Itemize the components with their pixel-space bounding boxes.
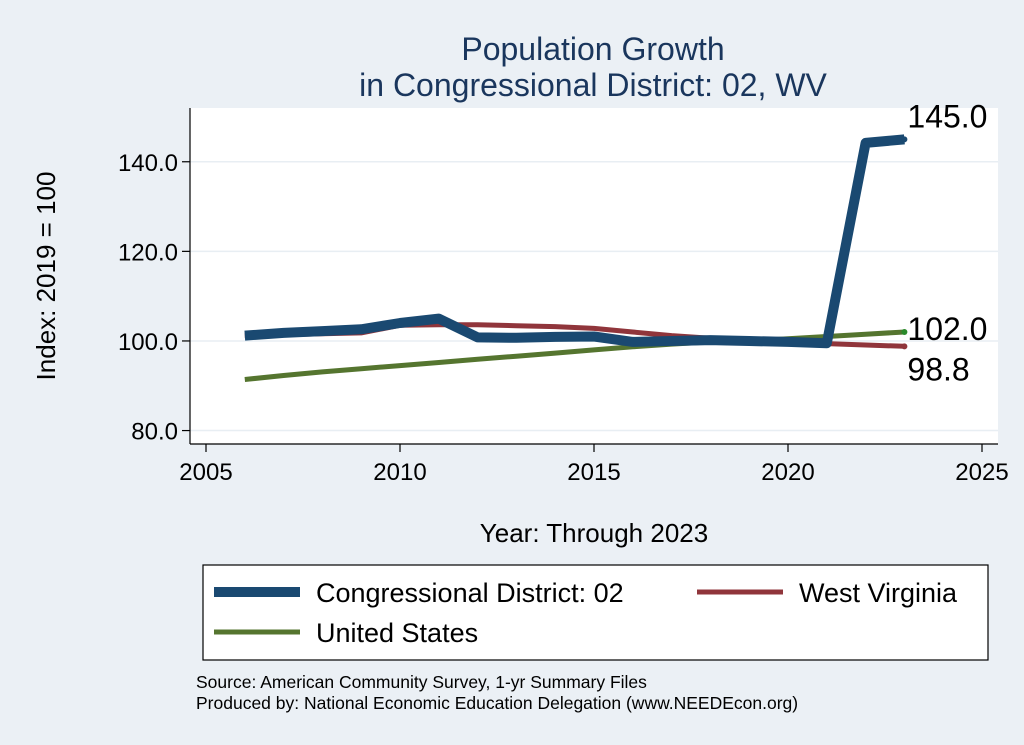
legend-label-district: Congressional District: 02 <box>316 578 624 608</box>
legend-box <box>202 564 989 661</box>
x-tick-label: 2020 <box>761 459 814 486</box>
end-label-west-virginia: 98.8 <box>907 351 969 387</box>
x-tick-label: 2025 <box>955 459 1008 486</box>
end-point-united-states <box>901 329 908 335</box>
y-tick-label: 100.0 <box>118 329 178 356</box>
x-ticks: 2005 2010 2015 2020 2025 <box>179 444 1009 486</box>
plot-area <box>190 108 998 444</box>
series-lines <box>244 134 905 382</box>
end-point-district <box>901 136 908 143</box>
x-tick-label: 2010 <box>373 459 426 486</box>
source-line-2: Produced by: National Economic Education… <box>196 693 798 713</box>
x-tick-label: 2015 <box>567 459 620 486</box>
end-label-united-states: 102.0 <box>907 311 987 347</box>
x-axis-title: Year: Through 2023 <box>480 518 708 548</box>
end-point-west-virginia <box>901 343 908 350</box>
legend-label-united-states: United States <box>316 618 478 648</box>
chart-title-line-2: in Congressional District: 02, WV <box>359 67 827 103</box>
y-tick-label: 120.0 <box>118 239 178 266</box>
y-tick-label: 140.0 <box>118 150 178 177</box>
y-ticks: 80.0 100.0 120.0 140.0 <box>118 150 190 446</box>
x-tick-label: 2005 <box>179 459 232 486</box>
end-label-district: 145.0 <box>907 98 987 134</box>
y-tick-label: 80.0 <box>131 419 178 446</box>
series-line-district <box>244 134 905 349</box>
source-line-1: Source: American Community Survey, 1-yr … <box>196 672 647 692</box>
chart-title-line-1: Population Growth <box>461 31 724 67</box>
legend-label-west-virginia: West Virginia <box>799 578 958 608</box>
y-axis-title: Index: 2019 = 100 <box>31 172 61 381</box>
end-labels: 145.0 98.8 102.0 <box>901 98 987 387</box>
